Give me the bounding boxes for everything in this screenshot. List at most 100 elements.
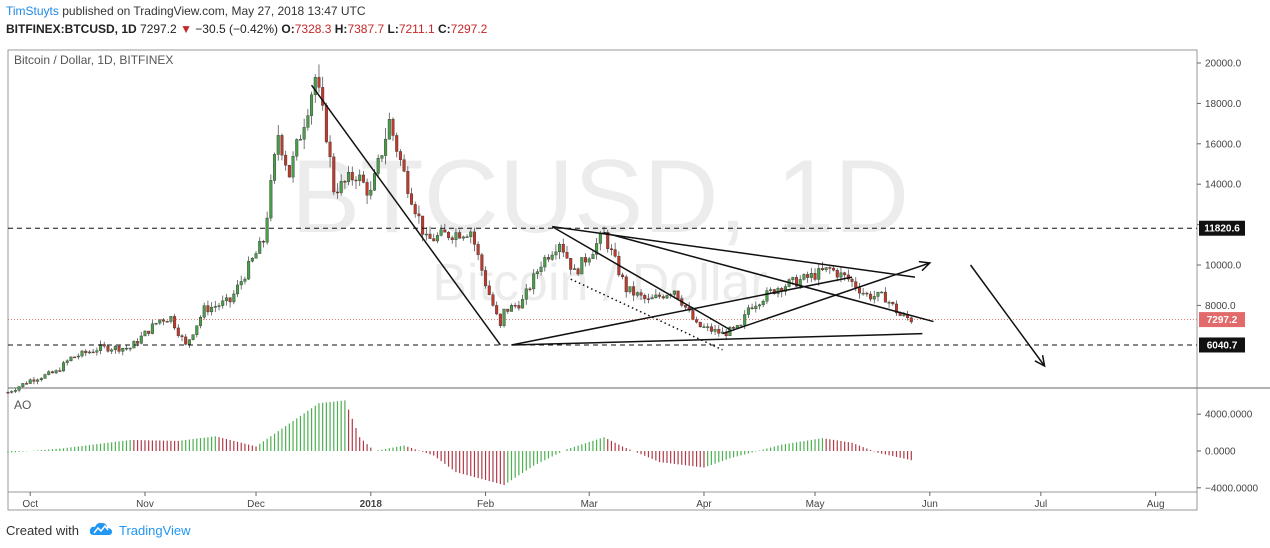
candle-body bbox=[513, 305, 517, 307]
candle bbox=[628, 286, 632, 294]
candle-body bbox=[99, 344, 103, 351]
price-label-bg bbox=[1199, 337, 1245, 353]
price-tick-label: 10000.0 bbox=[1205, 261, 1242, 272]
candle-body bbox=[813, 273, 817, 280]
candle-body bbox=[206, 305, 210, 313]
trendline bbox=[603, 231, 934, 323]
candle-body bbox=[902, 314, 906, 316]
open-value: 7328.3 bbox=[294, 22, 332, 36]
candle-body bbox=[291, 155, 295, 178]
ao-tick-label: 4000.0000 bbox=[1205, 410, 1253, 421]
candle-body bbox=[261, 241, 265, 243]
candle-body bbox=[236, 284, 240, 295]
time-tick-label: 2018 bbox=[360, 499, 383, 510]
candle-body bbox=[524, 288, 528, 300]
candle bbox=[447, 231, 451, 241]
candle bbox=[458, 229, 462, 239]
time-tick-label: Nov bbox=[136, 499, 154, 510]
candle bbox=[450, 235, 454, 244]
footer-brand-link[interactable]: TradingView bbox=[118, 523, 191, 538]
candle-body bbox=[506, 308, 510, 312]
candle bbox=[236, 279, 240, 297]
candle-body bbox=[161, 319, 165, 322]
candle bbox=[432, 233, 436, 242]
candle bbox=[298, 134, 302, 141]
candle bbox=[6, 390, 10, 394]
candle bbox=[809, 267, 813, 283]
candle bbox=[613, 242, 617, 258]
price-tick-label: 20000.0 bbox=[1205, 59, 1242, 70]
candle bbox=[69, 356, 73, 362]
candle bbox=[506, 308, 510, 314]
candle-body bbox=[224, 297, 228, 302]
candle bbox=[769, 287, 773, 293]
candle-body bbox=[865, 292, 869, 295]
candle bbox=[243, 276, 247, 285]
candle-body bbox=[765, 290, 769, 302]
candle-body bbox=[739, 324, 743, 327]
candle bbox=[165, 320, 169, 323]
candle-body bbox=[735, 325, 739, 328]
candle bbox=[187, 339, 191, 349]
candle-body bbox=[443, 229, 447, 233]
candle bbox=[406, 166, 410, 199]
candle-body bbox=[173, 316, 177, 329]
candle bbox=[210, 302, 214, 316]
candle bbox=[517, 300, 521, 311]
candle bbox=[150, 319, 154, 335]
candle-body bbox=[713, 329, 717, 332]
candle bbox=[147, 330, 151, 337]
candle-body bbox=[187, 339, 191, 345]
price-label-text: 11820.6 bbox=[1204, 224, 1240, 235]
candle-body bbox=[124, 347, 128, 350]
candle-body bbox=[706, 326, 710, 328]
candle-body bbox=[106, 345, 110, 352]
candle-body bbox=[158, 319, 162, 324]
candle-body bbox=[469, 231, 473, 237]
horizontal-lines bbox=[8, 227, 1197, 346]
candle-body bbox=[828, 267, 832, 269]
candle bbox=[554, 244, 558, 260]
high-value: 7387.7 bbox=[347, 22, 385, 36]
candle-body bbox=[280, 135, 284, 156]
price-axis: 20000.018000.016000.014000.012000.010000… bbox=[1197, 59, 1259, 494]
candle bbox=[43, 373, 47, 379]
candle-body bbox=[154, 322, 158, 325]
candle-body bbox=[665, 295, 669, 299]
candle-body bbox=[591, 254, 595, 259]
candle bbox=[872, 290, 876, 304]
candle-body bbox=[136, 341, 140, 344]
price-tick-label: 16000.0 bbox=[1205, 139, 1242, 150]
candle-body bbox=[491, 294, 495, 306]
candle bbox=[495, 301, 499, 316]
time-tick-label: Apr bbox=[696, 499, 712, 510]
candle-body bbox=[650, 297, 654, 300]
candle bbox=[121, 347, 125, 356]
candle bbox=[820, 261, 824, 272]
author-link[interactable]: TimStuyts bbox=[6, 4, 59, 18]
candle bbox=[502, 308, 506, 328]
candle bbox=[894, 300, 898, 316]
candle-body bbox=[869, 293, 873, 300]
candle bbox=[47, 370, 51, 376]
candle bbox=[398, 149, 402, 167]
candle-body bbox=[802, 274, 806, 280]
candle-body bbox=[613, 249, 617, 257]
symbol-name: BITFINEX:BTCUSD, 1D bbox=[6, 22, 137, 36]
candle-body bbox=[820, 268, 824, 271]
candle-body bbox=[683, 305, 687, 308]
candle bbox=[302, 118, 306, 149]
candle-body bbox=[287, 165, 291, 178]
candle-body bbox=[387, 119, 391, 140]
candle-body bbox=[176, 327, 180, 336]
candle-body bbox=[891, 301, 895, 305]
candle-body bbox=[580, 257, 584, 275]
candle bbox=[36, 378, 40, 385]
candle bbox=[258, 237, 262, 254]
candle bbox=[702, 323, 706, 328]
candle bbox=[643, 293, 647, 304]
candle bbox=[469, 229, 473, 244]
trendline bbox=[551, 225, 731, 331]
candles bbox=[6, 64, 913, 394]
